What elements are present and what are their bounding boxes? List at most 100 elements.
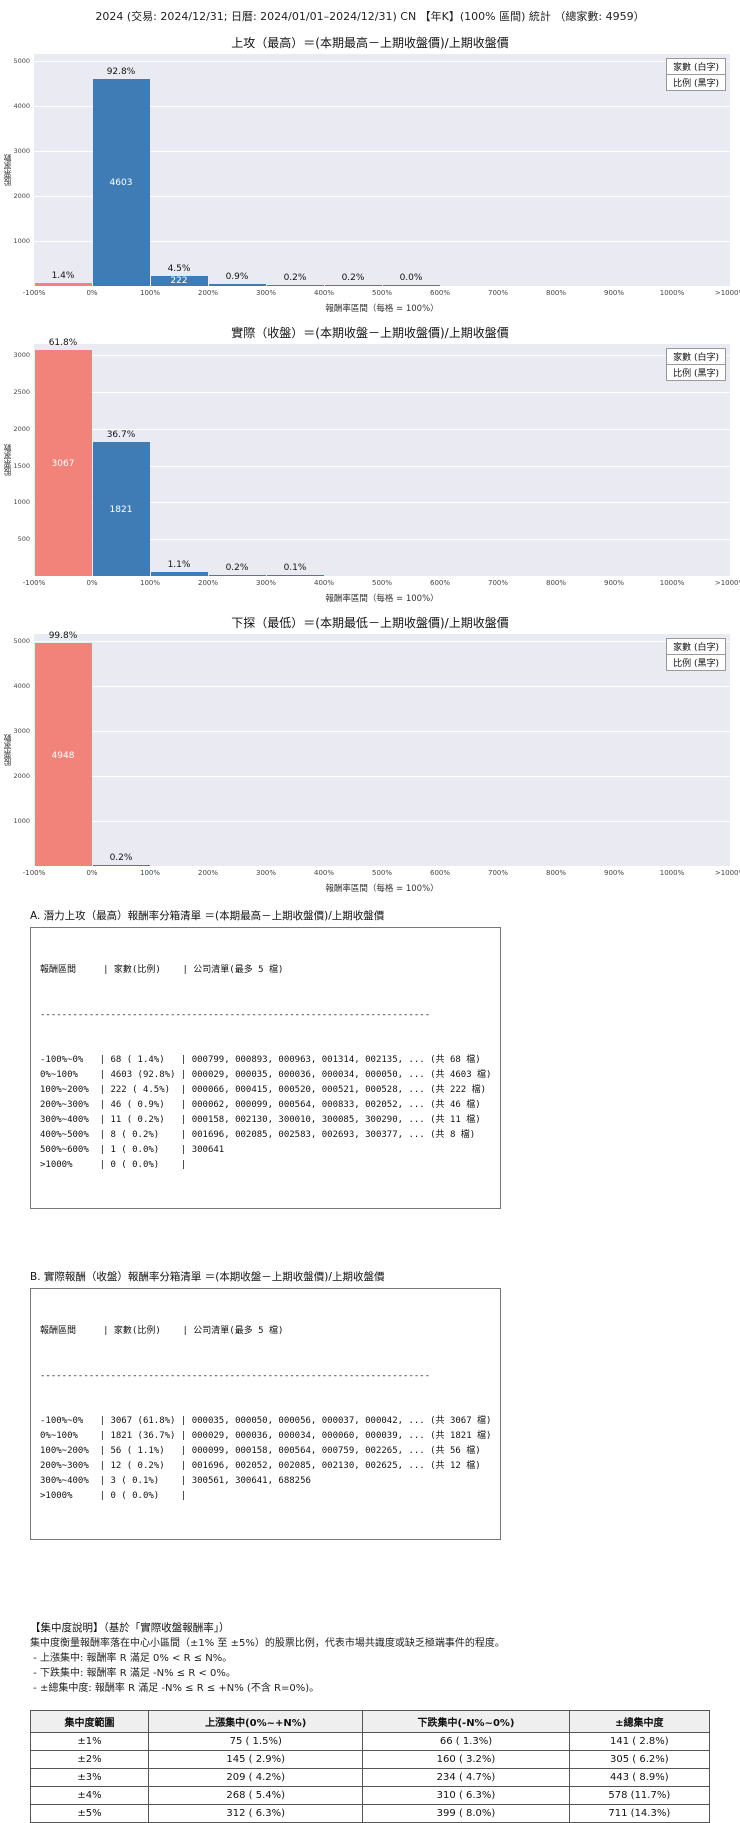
bar-pct-label: 0.2%	[341, 272, 365, 283]
x-tick-label: 0%	[86, 289, 98, 297]
gridline	[34, 775, 730, 777]
plot-area: 股票家數 500 1000 1500 2000 2500 3000 家數 (白字) 比例 …	[3, 338, 740, 587]
legend: 家數 (白字) 比例 (黑字)	[666, 58, 726, 91]
table-header-cell: 集中度範圍	[29, 1710, 150, 1733]
x-tick-label: 900%	[603, 289, 625, 297]
gridline	[34, 355, 730, 357]
plot-background: 家數 (白字) 比例 (黑字) 99.8% 4948 0.2%	[34, 631, 730, 866]
listing-column-header: 報酬區間 | 家數(比例) | 公司清單(最多 5 檔)	[40, 965, 284, 975]
gridline	[34, 539, 730, 541]
section-a-listing-box: 報酬區間 | 家數(比例) | 公司清單(最多 5 檔) -----------…	[30, 927, 502, 1209]
list-row: 300%~400% | 3 ( 0.1%) | 300561, 300641, …	[40, 1476, 311, 1486]
section-a-upside-bins: A. 潛力上攻（最高）報酬率分箱清單 ＝(本期最高－上期收盤價)/上期收盤價 報…	[30, 908, 710, 1209]
x-tick-label: 200%	[197, 579, 219, 587]
list-row: 集中度衡量報酬率落在中心小區間（±1% 至 ±5%）的股票比例，代表市場共識度或…	[30, 1638, 505, 1649]
table-row: ±2% 145 ( 2.9%) 160 ( 3.2%) 305 ( 6.2%)	[29, 1750, 711, 1769]
plot-background: 家數 (白字) 比例 (黑字) 61.8% 3067 36.7% 1821 1.1% 0.…	[34, 338, 730, 576]
list-row: 500%~600% | 1 ( 0.0%) | 300641	[40, 1145, 225, 1155]
x-tick-label: >1000%	[714, 579, 740, 587]
gridline	[34, 640, 730, 642]
x-tick-label: 700%	[487, 579, 509, 587]
table-body: ±1% 75 ( 1.5%) 66 ( 1.3%) 141 ( 2.8%) ±2% 145…	[29, 1732, 711, 1823]
concentration-title: 【集中度說明】（基於「實際收盤報酬率」）	[30, 1622, 230, 1634]
y-tick-label: 5000	[13, 56, 30, 65]
gridline	[34, 105, 730, 107]
x-tick-label: 0%	[86, 579, 98, 587]
table-row: ±5% 312 ( 6.3%) 399 ( 8.0%) 711 (14.3%)	[29, 1804, 711, 1823]
list-row: >1000% | 0 ( 0.0%) |	[40, 1491, 187, 1501]
x-tick-label: 500%	[371, 289, 393, 297]
bar	[208, 574, 266, 576]
table-cell: 234 ( 4.7%)	[362, 1768, 570, 1787]
legend: 家數 (白字) 比例 (黑字)	[666, 638, 726, 671]
table-cell: 209 ( 4.2%)	[148, 1768, 364, 1787]
bar	[34, 282, 92, 286]
bar	[92, 441, 150, 576]
table-header-cell: 下跌集中(-N%~0%)	[362, 1710, 570, 1733]
bar-pct-label: 0.2%	[109, 852, 133, 863]
x-tick-label: 1000%	[659, 579, 685, 587]
chart-downside-low: 下探（最低）＝(本期最低－上期收盤價)/上期收盤價 股票家數 1000 2000 3…	[0, 614, 740, 894]
x-tick-label: 500%	[371, 579, 393, 587]
list-row: -100%~0% | 68 ( 1.4%) | 000799, 000893, …	[40, 1055, 481, 1065]
y-axis-ticks: 1000 2000 3000 4000 5000	[2, 634, 34, 866]
table-cell: 578 (11.7%)	[568, 1786, 711, 1805]
gridline	[34, 428, 730, 430]
bar-pct-label: 1.4%	[51, 270, 75, 281]
y-tick-label: 2000	[13, 424, 30, 433]
y-tick-label: 3000	[13, 351, 30, 360]
plot-area: 股票家數 1000 2000 3000 4000 5000 家數 (白字) 比例 (黑字…	[3, 54, 740, 297]
table-cell: ±3%	[29, 1768, 150, 1787]
table-row: ±4% 268 ( 5.4%) 310 ( 6.3%) 578 (11.7%)	[29, 1786, 711, 1805]
y-tick-label: 2000	[13, 771, 30, 780]
list-row: -100%~0% | 3067 (61.8%) | 000035, 000050…	[40, 1416, 492, 1426]
x-tick-label: 800%	[545, 579, 567, 587]
table-cell: 141 ( 2.8%)	[568, 1732, 711, 1751]
bar-pct-label: 4.5%	[167, 264, 191, 274]
x-tick-label: >1000%	[714, 869, 740, 877]
y-tick-label: 1000	[13, 816, 30, 825]
x-axis-label: 報酬率區間（每格 = 100%）	[325, 594, 439, 604]
table-header-cell: ±總集中度	[568, 1710, 711, 1733]
bar	[92, 78, 150, 286]
bar-pct-label: 0.1%	[283, 562, 307, 573]
x-axis-label: 報酬率區間（每格 = 100%）	[325, 884, 439, 894]
table-cell: 399 ( 8.0%)	[362, 1804, 570, 1823]
concentration-lines: 集中度衡量報酬率落在中心小區間（±1% 至 ±5%）的股票比例，代表市場共識度或…	[30, 1636, 710, 1696]
chart-title: 下探（最低）＝(本期最低－上期收盤價)/上期收盤價	[231, 616, 509, 630]
listing-rows: -100%~0% | 68 ( 1.4%) | 000799, 000893, …	[40, 1053, 491, 1173]
section-b-heading: B. 實際報酬（收盤）報酬率分箱清單 ＝(本期收盤－上期收盤價)/上期收盤價	[30, 1271, 385, 1283]
bar-pct-label: 0.9%	[225, 271, 249, 282]
x-tick-label: 400%	[313, 869, 335, 877]
y-tick-label: 5000	[13, 636, 30, 645]
bar-pct-label: 99.8%	[48, 631, 78, 642]
x-tick-label: 800%	[545, 289, 567, 297]
chart-title: 上攻（最高）＝(本期最高－上期收盤價)/上期收盤價	[231, 36, 509, 50]
table-cell: ±4%	[29, 1786, 150, 1805]
legend-entry-pct: 比例 (黑字)	[666, 74, 726, 91]
list-row: >1000% | 0 ( 0.0%) |	[40, 1160, 187, 1170]
legend-entry-pct: 比例 (黑字)	[666, 654, 726, 671]
section-b-actual-bins: B. 實際報酬（收盤）報酬率分箱清單 ＝(本期收盤－上期收盤價)/上期收盤價 報…	[30, 1269, 710, 1540]
x-axis-ticks: -100% 0% 100% 200% 300% 400% 500% 600% 700% 800% 9…	[23, 576, 740, 588]
list-row: - 下跌集中: 報酬率 R 滿足 -N% ≤ R < 0%。	[30, 1668, 236, 1679]
bar-pct-label: 1.1%	[167, 559, 191, 570]
table-cell: 145 ( 2.9%)	[148, 1750, 364, 1769]
x-axis-ticks: -100% 0% 100% 200% 300% 400% 500% 600% 700% 800% 9…	[23, 866, 740, 878]
legend-entry-count: 家數 (白字)	[666, 638, 726, 655]
bar-pct-label: 61.8%	[48, 338, 78, 349]
bar	[34, 643, 92, 866]
list-row: 100%~200% | 222 ( 4.5%) | 000066, 000415…	[40, 1085, 487, 1095]
bar-count-label: 3067	[51, 459, 75, 470]
plot-background: 家數 (白字) 比例 (黑字) 1.4% 92.8% 4603 4.5% 222 0.9%…	[34, 54, 730, 286]
bar	[92, 864, 150, 866]
bar-pct-label: 0.2%	[225, 562, 249, 573]
y-tick-label: 1500	[13, 461, 30, 470]
gridline	[34, 150, 730, 152]
table-header-cell: 上漲集中(0%~+N%)	[148, 1710, 364, 1733]
table-cell: 66 ( 1.3%)	[362, 1732, 570, 1751]
x-axis-ticks: -100% 0% 100% 200% 300% 400% 500% 600% 700% 800% 9…	[23, 286, 740, 298]
legend-entry-count: 家數 (白字)	[666, 348, 726, 365]
x-tick-label: 100%	[139, 869, 161, 877]
x-tick-label: 800%	[545, 869, 567, 877]
